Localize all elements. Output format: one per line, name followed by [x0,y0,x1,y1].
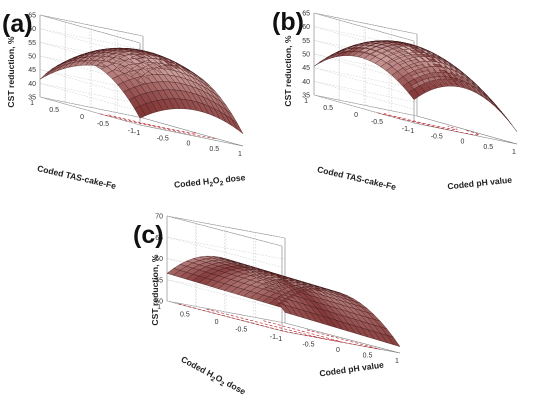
z-tick-label: 50 [155,299,163,306]
contour-line [377,112,480,136]
x-axis-title: Coded pH value [319,360,385,379]
y-tick-label: -1 [128,128,134,135]
z-axis-title: CST reduction, % [6,36,16,108]
y-tick-label: 0 [215,319,219,326]
surface-mesh [39,47,244,134]
y-tick-label: 0 [354,112,358,119]
surface-plot-c: 50 55 60 65 70 -1 -0.5 0 0.5 1 -1 -0.5 0 0.5 1 (c) CST r… [133,214,401,399]
axes-box [313,12,518,145]
surface-mesh [313,40,518,132]
y-axis-title: Coded TAS-cake-Fe [316,164,397,192]
z-tick-label: 45 [28,67,36,74]
y-tick-label: -0.5 [371,119,383,126]
z-axis-title: CST reduction, % [283,35,293,107]
panel-letter: (c) [133,221,164,249]
axis-edge [284,322,401,354]
x-axis-title: Coded H2O2 dose [174,172,247,192]
floor-contours [377,112,480,136]
z-tick-label: 70 [155,214,163,221]
axis-edge [139,124,244,147]
x-tick-label: -0.5 [157,135,169,142]
grid-line [166,237,286,268]
surface-facet [505,116,518,132]
surface-mesh [166,255,401,347]
contour-line [383,113,458,130]
y-tick-label: 0.5 [323,105,333,112]
x-tick-label: 0 [461,139,465,146]
z-tick-label: 65 [155,235,163,242]
surface-facet [386,335,401,347]
x-tick-label: 0.5 [483,144,493,151]
axis-edge [416,115,518,145]
panel-letter: (a) [2,10,33,38]
panel-letter: (b) [272,8,304,36]
x-tick-label: 0 [336,347,340,354]
surface-plot-b: 35404550556065-1-0.500.51-1-0.500.51(b)C… [272,8,518,192]
z-tick-label: 45 [302,65,310,72]
x-tick-label: -1 [276,336,282,343]
z-tick-label: 55 [28,40,36,47]
x-tick-label: 1 [512,149,516,156]
x-tick-label: 0 [187,141,191,148]
z-tick-label: 60 [28,26,36,33]
surface-plot-a: 35404550556065-1-0.500.51-1-0.500.51(a)C… [2,10,247,192]
x-tick-label: 1 [395,358,399,365]
z-tick-label: 50 [302,52,310,59]
tick-labels: 35 40 45 50 55 60 65 -1 -0.5 0 0.5 1 -1 -0.5 0 0.5 1 [28,13,242,159]
y-tick-label: 0.5 [49,107,59,114]
axis-edge [142,117,244,147]
contour-line [178,303,381,350]
y-tick-label: 1 [304,98,308,105]
x-tick-label: 0.5 [363,353,373,360]
contour-line [108,114,197,134]
y-axis-title: Coded H2O2 dose [178,354,247,399]
z-tick-label: 40 [302,79,310,86]
y-tick-label: 1 [30,100,34,107]
z-tick-label: 55 [155,277,163,284]
y-tick-label: -1 [270,334,276,341]
y-tick-label: 0 [80,114,84,121]
grid-line [166,215,286,247]
floor-contours [178,303,381,350]
z-tick-label: 60 [155,256,163,263]
contour-line [206,308,344,343]
z-tick-label: 60 [302,24,310,31]
x-tick-label: 0.5 [209,146,219,153]
z-tick-label: 55 [302,38,310,45]
surface-facet [39,70,52,80]
tick-labels: 35 40 45 50 55 60 65 -1 -0.5 0 0.5 1 -1 -0.5 0 0.5 1 [302,11,516,157]
z-tick-label: 50 [28,54,36,61]
x-tick-label: -0.5 [431,133,443,140]
y-tick-label: -0.5 [97,121,109,128]
y-tick-label: 1 [157,304,161,311]
floor-contours [99,113,217,139]
y-tick-label: -0.5 [235,327,247,334]
y-tick-label: -1 [402,126,408,133]
y-axis-title: Coded TAS-cake-Fe [36,163,117,191]
z-tick-label: 35 [302,93,310,100]
x-tick-label: -0.5 [302,342,314,349]
z-axis-title: CST reduction, % [150,254,160,326]
x-axis-title: Coded pH value [447,175,513,192]
surface-facet [231,119,244,134]
z-tick-label: 65 [28,13,36,20]
y-tick-label: 0.5 [180,312,190,319]
z-tick-label: 65 [302,11,310,18]
tick-labels: 50 55 60 65 70 -1 -0.5 0 0.5 1 -1 -0.5 0 0.5 1 [155,214,399,366]
z-tick-label: 35 [28,95,36,102]
x-tick-label: -1 [134,130,140,137]
x-tick-label: 1 [238,151,242,158]
x-tick-label: -1 [408,128,414,135]
z-tick-label: 40 [28,81,36,88]
